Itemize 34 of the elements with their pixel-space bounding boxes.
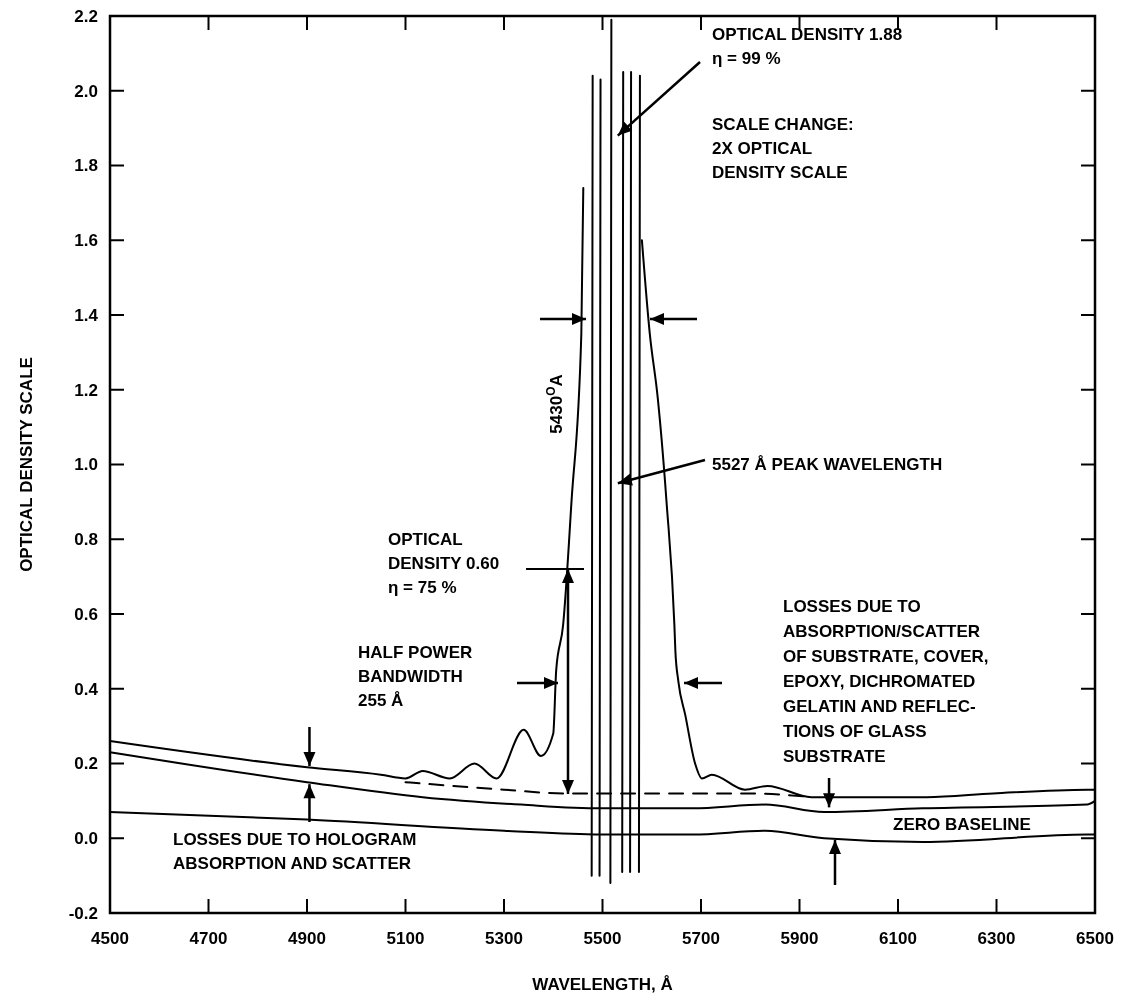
x-tick-label: 4500 [91,929,129,948]
y-tick-label: 2.0 [74,81,98,101]
y-tick-label: 1.6 [74,231,98,251]
x-tick-label: 5700 [682,929,720,948]
y-tick-label: 1.0 [74,455,98,475]
annotation: 5527 Å PEAK WAVELENGTH [712,455,943,474]
x-tick-label: 6500 [1076,929,1114,948]
x-tick-label: 4700 [189,929,228,948]
annotation: LOSSES DUE TO ABSORPTION/SCATTER OF SUBSTRATE, COVER, EPOXY, DICHROMATED GELATIN AND REFLEC- TIONS OF GLASS SUBSTRATE [783,597,989,766]
x-tick-label: 5100 [386,929,425,948]
x-tick-label: 6100 [879,929,917,948]
y-tick-label: 0.6 [74,604,98,624]
annotation: OPTICAL DENSITY 0.60 η = 75 % [388,530,500,597]
x-tick-label: 6300 [977,929,1016,948]
x-tick-label: 5500 [583,929,622,948]
annotation: LOSSES DUE TO HOLOGRAM ABSORPTION AND SCATTER [173,830,417,873]
y-tick-label: 0.2 [74,754,98,774]
y-tick-label: 1.2 [74,380,98,400]
y-tick-label: 1.4 [74,305,99,325]
y-tick-label: 0.4 [74,679,99,699]
x-tick-label: 5900 [780,929,819,948]
y-tick-label: 0.0 [74,829,98,849]
annotation: SCALE CHANGE: 2X OPTICAL DENSITY SCALE [712,115,854,182]
y-tick-label: -0.2 [68,903,98,923]
x-axis-title: WAVELENGTH, Å [532,975,673,994]
x-tick-label: 5300 [485,929,523,948]
annotation: ZERO BASELINE [893,815,1031,834]
y-tick-label: 0.8 [74,530,98,550]
annotation: HALF POWER BANDWIDTH 255 Å [358,643,473,710]
y-tick-label: 2.2 [74,6,98,26]
annotation: OPTICAL DENSITY 1.88 η = 99 % [712,25,903,68]
y-tick-label: 1.8 [74,156,98,176]
y-axis-title: OPTICAL DENSITY SCALE [17,357,36,572]
x-tick-label: 4900 [288,929,326,948]
